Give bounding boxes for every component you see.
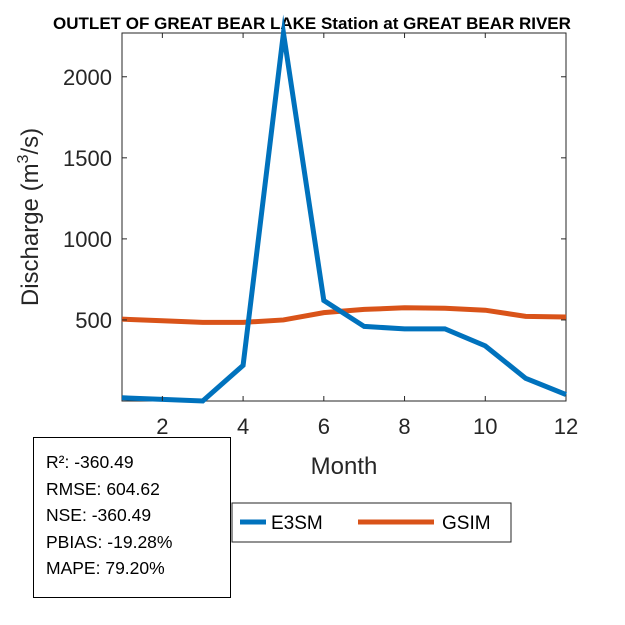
legend-label-gsim: GSIM xyxy=(442,513,491,534)
chart-title: OUTLET OF GREAT BEAR LAKE Station at GRE… xyxy=(53,14,571,33)
metric-pbias-label: PBIAS: xyxy=(46,531,103,552)
plot-frame xyxy=(121,32,567,402)
y-tick-label-500: 500 xyxy=(75,308,112,333)
metric-rmse-label: RMSE: xyxy=(46,478,102,499)
metric-rmse-value: 604.62 xyxy=(106,478,160,499)
x-tick-label-4: 4 xyxy=(237,414,249,439)
metric-r2-value: -360.49 xyxy=(74,452,134,472)
metric-nse: NSE: -360.49 xyxy=(46,502,230,529)
metrics-box: R²: -360.49 RMSE: 604.62 NSE: -360.49 PB… xyxy=(33,437,231,598)
y-tick-label-1000: 1000 xyxy=(63,227,112,252)
y-axis-title-main: Discharge (m xyxy=(17,163,44,306)
y-axis-title: Discharge (m3/s) xyxy=(15,128,44,306)
plot-area: 2 4 6 8 10 12 500 1000 1500 2000 xyxy=(63,14,578,439)
series-line-e3sm xyxy=(121,14,567,404)
x-tick-label-10: 10 xyxy=(473,414,497,439)
metric-rmse: RMSE: 604.62 xyxy=(46,476,230,503)
metric-pbias-value: -19.28% xyxy=(107,531,173,552)
y-axis-title-suffix: /s) xyxy=(17,128,44,155)
x-tick-label-2: 2 xyxy=(156,414,168,439)
x-tick-label-8: 8 xyxy=(398,414,410,439)
legend: E3SM GSIM xyxy=(231,502,512,543)
metric-pbias: PBIAS: -19.28% xyxy=(46,529,230,556)
metric-r2: R²: -360.49 xyxy=(46,449,230,476)
metric-nse-value: -360.49 xyxy=(91,505,152,525)
x-tick-label-6: 6 xyxy=(318,414,330,439)
metric-mape: MAPE: 79.20% xyxy=(46,555,230,582)
tick-layer: 2 4 6 8 10 12 500 1000 1500 2000 xyxy=(63,33,578,439)
y-tick-label-1500: 1500 xyxy=(63,146,112,171)
metric-r2-label: R²: xyxy=(46,452,70,472)
series-layer xyxy=(121,14,567,404)
metric-mape-value: 79.20% xyxy=(105,558,165,578)
y-axis-title-superscript: 3 xyxy=(15,154,32,163)
legend-label-e3sm: E3SM xyxy=(271,513,323,534)
y-tick-label-2000: 2000 xyxy=(63,65,112,90)
metric-mape-label: MAPE: xyxy=(46,558,101,578)
x-axis-title: Month xyxy=(311,453,378,480)
metric-nse-label: NSE: xyxy=(46,505,87,525)
x-tick-label-12: 12 xyxy=(554,414,578,439)
